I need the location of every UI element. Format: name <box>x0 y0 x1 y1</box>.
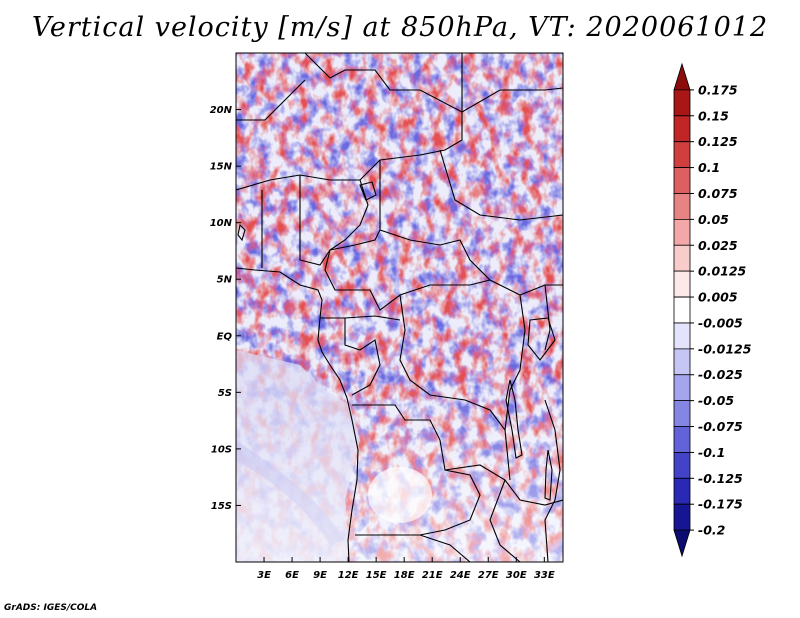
y-tick-label: 10N <box>210 218 233 229</box>
x-tick-label: 33E <box>534 570 555 581</box>
border-angola <box>352 404 481 536</box>
lake-volta <box>237 223 246 242</box>
colorbar-label: 0.075 <box>698 186 738 201</box>
lake-victoria <box>527 317 556 361</box>
grads-credit: GrADS: IGES/COLA <box>4 603 98 613</box>
colorbar-label: -0.025 <box>698 367 743 382</box>
colorbar-segment <box>673 426 691 453</box>
border-sahel <box>236 112 463 191</box>
chart-title: Vertical velocity [m/s] at 850hPa, VT: 2… <box>31 12 769 43</box>
colorbar-label: 0.175 <box>698 82 738 97</box>
border-drc-east <box>399 294 511 481</box>
colorbar-label: 0.15 <box>698 108 729 123</box>
colorbar-segment <box>673 400 691 427</box>
lake-tanganyika <box>505 379 523 459</box>
colorbar-label: -0.125 <box>698 471 743 486</box>
colorbar-segment <box>673 62 691 91</box>
x-tick-label: 12E <box>338 570 359 581</box>
x-tick-label: 21E <box>422 570 443 581</box>
colorbar-segment <box>673 529 691 558</box>
border-car <box>324 229 491 311</box>
border-zambia <box>444 464 563 506</box>
y-axis: 20N 15N 10N 5N EQ 5S 10S 15S <box>210 105 241 512</box>
colorbar-segment <box>673 348 691 376</box>
x-tick-label: 30E <box>506 570 527 581</box>
country-borders <box>236 53 563 562</box>
x-axis: 3E 6E 9E 12E 15E 18E 21E 24E 27E 30E 33E <box>257 557 555 581</box>
x-tick-label: 18E <box>394 570 415 581</box>
colorbar-segment <box>673 115 691 143</box>
colorbar-label: 0.025 <box>698 238 738 253</box>
colorbar-label: -0.075 <box>698 419 743 434</box>
border-east-1 <box>439 149 563 221</box>
y-tick-label: 15S <box>211 501 232 512</box>
border-north-2 <box>236 79 306 121</box>
y-tick-label: 20N <box>210 105 233 116</box>
colorbar-segment <box>673 141 691 168</box>
colorbar-segment <box>673 218 691 246</box>
border-north-1 <box>304 53 463 113</box>
colorbar-label: 0.1 <box>698 160 720 175</box>
colorbar-segment <box>673 477 691 505</box>
border-east-africa <box>504 284 561 562</box>
y-tick-label: 5N <box>217 275 233 286</box>
colorbar-segment <box>673 322 691 350</box>
colorbar-segment <box>673 89 691 117</box>
coastline-west <box>236 267 359 562</box>
x-tick-label: 15E <box>366 570 387 581</box>
colorbar-label: 0.0125 <box>698 264 747 279</box>
x-tick-label: 9E <box>313 570 327 581</box>
colorbar-label: -0.05 <box>698 393 734 408</box>
border-chad <box>379 160 563 296</box>
colorbar-segment <box>673 452 691 479</box>
x-tick-label: 6E <box>285 570 299 581</box>
x-tick-label: 27E <box>478 570 499 581</box>
y-tick-label: 15N <box>210 162 233 173</box>
colorbar-label: -0.175 <box>698 497 743 512</box>
colorbar-label: -0.0125 <box>698 341 752 356</box>
colorbar-segment <box>673 193 691 220</box>
colorbar-label: 0.005 <box>698 290 738 305</box>
colorbar-label: 0.125 <box>698 134 738 149</box>
colorbar-segment <box>673 374 691 402</box>
colorbar-segment <box>673 296 691 324</box>
border-congo <box>344 318 381 396</box>
border-namibia <box>355 479 521 562</box>
colorbar-label: -0.005 <box>698 315 743 330</box>
colorbar: 0.175 0.15 0.125 0.1 0.075 0.05 0.025 0.0125 0.0… <box>673 62 752 558</box>
y-tick-label: EQ <box>217 331 233 342</box>
colorbar-segment <box>673 503 691 531</box>
colorbar-label: -0.1 <box>698 445 725 460</box>
border-nigeria <box>261 175 331 268</box>
colorbar-segment <box>673 167 691 194</box>
border-cameroon <box>320 179 401 321</box>
velocity-field <box>236 53 563 562</box>
y-tick-label: 10S <box>211 444 232 455</box>
lake-malawi <box>544 449 553 501</box>
x-tick-label: 24E <box>450 570 471 581</box>
y-tick-label: 5S <box>218 388 232 399</box>
colorbar-segment <box>673 270 691 298</box>
plot-frame <box>235 52 564 563</box>
colorbar-segment <box>673 244 691 272</box>
colorbar-label: -0.2 <box>698 523 725 538</box>
border-sudan <box>461 87 563 113</box>
lake-chad <box>359 181 377 201</box>
x-tick-label: 3E <box>257 570 271 581</box>
colorbar-label: 0.05 <box>698 212 729 227</box>
